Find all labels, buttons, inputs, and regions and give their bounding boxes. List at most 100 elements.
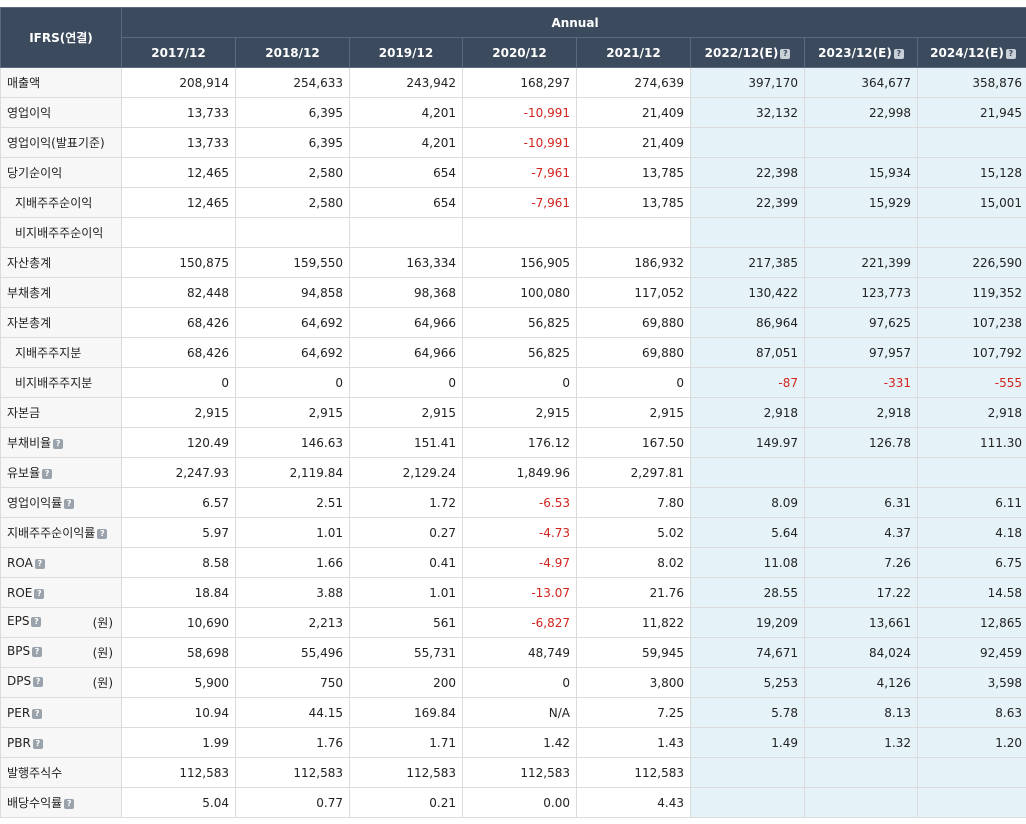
value-cell: 3,800 <box>577 668 691 698</box>
value-cell: N/A <box>463 698 577 728</box>
value-cell: 6.75 <box>918 548 1026 578</box>
value-cell: -13.07 <box>463 578 577 608</box>
value-cell: 7.25 <box>577 698 691 728</box>
value-cell: 358,876 <box>918 68 1026 98</box>
row-label-cell: 당기순이익 <box>1 158 122 188</box>
value-cell: 2,918 <box>805 398 918 428</box>
value-cell: 4,201 <box>350 98 463 128</box>
value-cell: 156,905 <box>463 248 577 278</box>
value-cell: 13,785 <box>577 158 691 188</box>
value-cell: 5,253 <box>691 668 805 698</box>
value-cell: 2,297.81 <box>577 458 691 488</box>
row-label-cell: 발행주식수 <box>1 758 122 788</box>
help-icon[interactable]: ? <box>53 439 63 449</box>
value-cell: 0 <box>577 368 691 398</box>
row-label-cell: 유보율? <box>1 458 122 488</box>
value-cell <box>918 128 1026 158</box>
value-cell: 2,580 <box>236 158 350 188</box>
help-icon[interactable]: ? <box>1006 49 1016 59</box>
value-cell: 1.66 <box>236 548 350 578</box>
consolidation-basis-label: IFRS(연결) <box>1 8 122 68</box>
value-cell: 151.41 <box>350 428 463 458</box>
row-label: 당기순이익 <box>7 166 62 180</box>
value-cell: 0 <box>350 368 463 398</box>
help-icon[interactable]: ? <box>894 49 904 59</box>
value-cell <box>918 458 1026 488</box>
value-cell: 59,945 <box>577 638 691 668</box>
value-cell: 274,639 <box>577 68 691 98</box>
help-icon[interactable]: ? <box>31 617 41 627</box>
value-cell: 0.21 <box>350 788 463 818</box>
help-icon[interactable]: ? <box>35 559 45 569</box>
value-cell: 254,633 <box>236 68 350 98</box>
annual-group-header: Annual <box>122 8 1026 38</box>
value-cell: 4,201 <box>350 128 463 158</box>
value-cell: 21,945 <box>918 98 1026 128</box>
help-icon[interactable]: ? <box>780 49 790 59</box>
value-cell: 3.88 <box>236 578 350 608</box>
value-cell <box>463 218 577 248</box>
row-label: 자본총계 <box>7 316 51 330</box>
value-cell: 21,409 <box>577 98 691 128</box>
value-cell: 56,825 <box>463 308 577 338</box>
value-cell: 64,966 <box>350 308 463 338</box>
value-cell: 13,661 <box>805 608 918 638</box>
row-label-cell: ROE? <box>1 578 122 608</box>
help-icon[interactable]: ? <box>42 469 52 479</box>
year-header-label: 2023/12(E) <box>818 46 892 60</box>
value-cell: 5.04 <box>122 788 236 818</box>
help-icon[interactable]: ? <box>33 677 43 687</box>
value-cell: 4.43 <box>577 788 691 818</box>
value-cell: 11.08 <box>691 548 805 578</box>
value-cell: 6.11 <box>918 488 1026 518</box>
help-icon[interactable]: ? <box>33 739 43 749</box>
value-cell <box>691 128 805 158</box>
row-label: ROA <box>7 556 33 570</box>
row-label-cell: 자본총계 <box>1 308 122 338</box>
value-cell: 654 <box>350 158 463 188</box>
row-label-cell: 영업이익 <box>1 98 122 128</box>
row-label: 부채비율 <box>7 436 51 450</box>
year-header-label: 2017/12 <box>151 46 205 60</box>
value-cell: 2,580 <box>236 188 350 218</box>
help-icon[interactable]: ? <box>34 589 44 599</box>
row-label: BPS <box>7 644 30 658</box>
row-label-cell: EPS?(원) <box>1 608 122 638</box>
help-icon[interactable]: ? <box>64 499 74 509</box>
value-cell: 15,929 <box>805 188 918 218</box>
row-label-cell: PBR? <box>1 728 122 758</box>
help-icon[interactable]: ? <box>32 709 42 719</box>
value-cell: 1.72 <box>350 488 463 518</box>
row-label: 발행주식수 <box>7 766 62 780</box>
row-label: 지배주주순이익 <box>15 196 92 210</box>
row-label: 영업이익(발표기준) <box>7 136 105 150</box>
help-icon[interactable]: ? <box>64 799 74 809</box>
year-header-4: 2021/12 <box>577 38 691 68</box>
value-cell: 200 <box>350 668 463 698</box>
value-cell: 217,385 <box>691 248 805 278</box>
value-cell <box>918 758 1026 788</box>
value-cell: 64,692 <box>236 338 350 368</box>
value-cell: 64,692 <box>236 308 350 338</box>
row-label: DPS <box>7 674 31 688</box>
row-label: 비지배주주지분 <box>15 376 92 390</box>
help-icon[interactable]: ? <box>97 529 107 539</box>
value-cell <box>122 218 236 248</box>
value-cell: 163,334 <box>350 248 463 278</box>
value-cell: 6,395 <box>236 128 350 158</box>
value-cell: 4,126 <box>805 668 918 698</box>
value-cell: 117,052 <box>577 278 691 308</box>
row-label-cell: 자본금 <box>1 398 122 428</box>
value-cell: 119,352 <box>918 278 1026 308</box>
value-cell: 4.37 <box>805 518 918 548</box>
help-icon[interactable]: ? <box>32 647 42 657</box>
row-label: 지배주주순이익률 <box>7 526 95 540</box>
